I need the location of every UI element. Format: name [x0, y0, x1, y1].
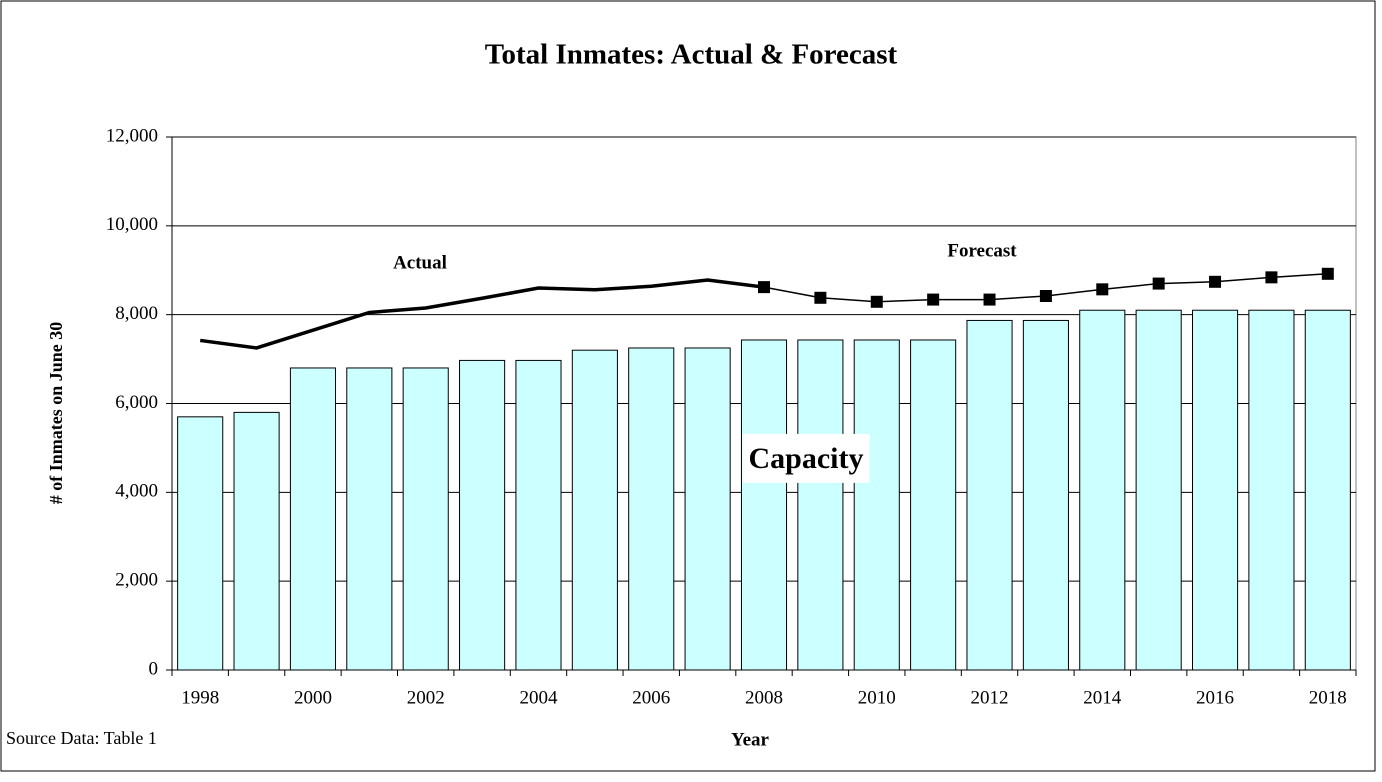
bar — [628, 347, 675, 671]
x-tick-label: 2002 — [407, 687, 445, 708]
marker — [1265, 271, 1278, 284]
x-tick-label: 2014 — [1083, 687, 1122, 708]
marker — [927, 293, 940, 306]
x-axis-label: Year — [731, 729, 770, 750]
y-tick-label: 6,000 — [115, 392, 158, 413]
chart-title: Total Inmates: Actual & Forecast — [485, 39, 898, 71]
x-tick-label: 2000 — [294, 687, 332, 708]
bar — [853, 339, 900, 671]
bar — [289, 367, 337, 671]
bar — [684, 347, 731, 671]
y-tick-label: 4,000 — [115, 481, 158, 502]
marker — [1152, 277, 1165, 290]
y-tick-label: 2,000 — [115, 570, 158, 591]
bar — [571, 349, 618, 671]
bar — [910, 339, 957, 671]
label-background — [742, 433, 870, 483]
y-tick-label: 8,000 — [115, 303, 158, 324]
bar — [1248, 309, 1295, 671]
x-tick-label: 2018 — [1309, 687, 1347, 708]
marker — [758, 281, 770, 294]
bar — [1304, 309, 1351, 671]
bar — [1079, 309, 1126, 671]
bar — [797, 339, 844, 671]
bar — [966, 319, 1013, 671]
bar — [459, 359, 506, 671]
marker — [1039, 290, 1052, 303]
series-label: Forecast — [947, 240, 1017, 261]
bar — [233, 411, 280, 671]
x-tick-label: 1998 — [181, 687, 219, 708]
x-tick-label: 2004 — [519, 687, 558, 708]
x-tick-label: 2016 — [1196, 687, 1234, 708]
marker — [870, 295, 883, 308]
marker — [1096, 283, 1109, 296]
x-tick-label: 2006 — [632, 687, 670, 708]
marker — [1209, 275, 1222, 288]
series-label: Actual — [393, 252, 447, 273]
bar — [1022, 319, 1069, 671]
line — [199, 278, 765, 350]
y-tick-label: 0 — [149, 658, 159, 679]
x-tick-label: 2010 — [858, 687, 896, 708]
series-label: Capacity — [749, 442, 864, 475]
bar — [402, 367, 449, 671]
bar — [1191, 309, 1239, 671]
y-tick-label: 10,000 — [106, 214, 158, 235]
bar — [515, 359, 562, 671]
bar — [177, 416, 224, 671]
bar — [740, 339, 788, 671]
y-tick-label: 12,000 — [106, 125, 158, 146]
x-tick-label: 2012 — [971, 687, 1009, 708]
marker — [983, 293, 996, 306]
marker — [1321, 267, 1334, 280]
marker — [814, 291, 827, 304]
x-tick-label: 2008 — [745, 687, 783, 708]
source-note: Source Data: Table 1 — [6, 728, 157, 748]
bar — [1135, 309, 1182, 671]
y-axis-label: # of Inmates on June 30 — [46, 322, 66, 505]
bar — [346, 367, 393, 671]
